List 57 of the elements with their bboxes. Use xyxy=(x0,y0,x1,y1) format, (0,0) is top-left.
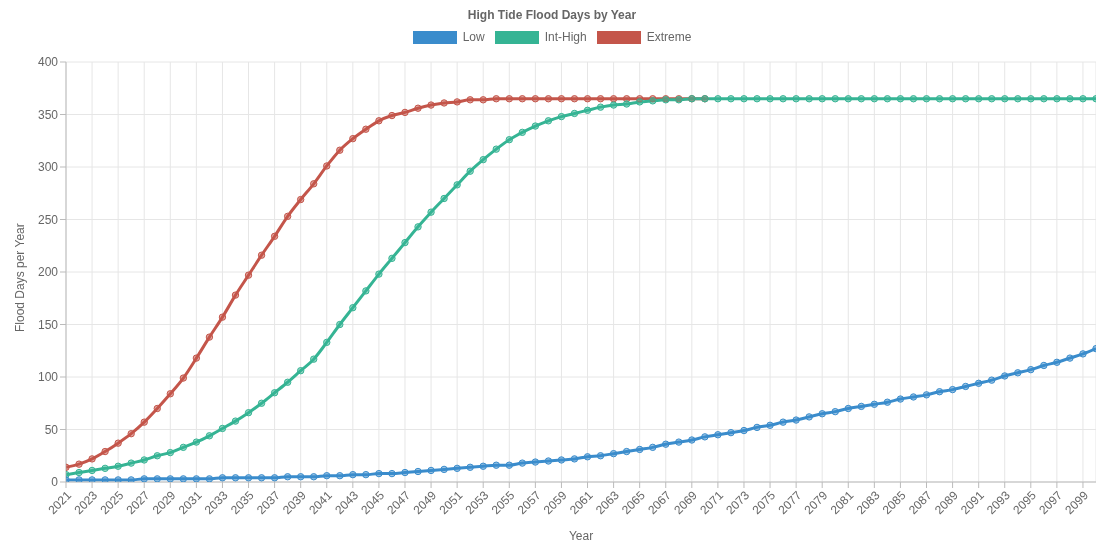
point xyxy=(531,95,540,103)
point xyxy=(257,251,266,259)
point xyxy=(609,95,618,103)
point xyxy=(323,162,331,170)
point xyxy=(101,447,109,456)
point xyxy=(427,101,435,109)
point xyxy=(218,313,227,321)
point xyxy=(283,212,292,221)
y-tick-label: 0 xyxy=(51,475,59,490)
point xyxy=(244,271,253,279)
point xyxy=(401,108,409,117)
y-tick-label: 150 xyxy=(37,317,59,332)
point xyxy=(114,439,122,447)
point xyxy=(375,117,383,125)
y-axis-title: Flood Days per Year xyxy=(13,223,28,332)
point xyxy=(466,96,474,104)
point xyxy=(518,95,527,103)
point xyxy=(440,99,448,107)
point xyxy=(583,95,592,103)
point xyxy=(270,232,279,240)
point xyxy=(596,95,605,103)
point xyxy=(140,418,148,426)
chart-title: High Tide Flood Days by Year xyxy=(466,8,638,24)
point xyxy=(492,95,500,103)
point xyxy=(296,195,305,204)
point xyxy=(453,98,461,106)
legend-label: Int-High xyxy=(543,30,587,44)
point xyxy=(166,390,174,398)
point xyxy=(544,95,553,103)
point xyxy=(336,146,344,154)
point xyxy=(557,95,566,103)
y-tick-label: 250 xyxy=(37,212,59,227)
point xyxy=(362,125,370,133)
point xyxy=(479,96,487,104)
point xyxy=(231,291,240,299)
point xyxy=(153,404,161,413)
point xyxy=(205,333,214,341)
y-tick-label: 400 xyxy=(37,55,59,70)
legend-label: Extreme xyxy=(645,30,692,44)
y-tick-label: 50 xyxy=(44,422,59,437)
y-tick-label: 200 xyxy=(37,265,59,280)
y-tick-label: 350 xyxy=(37,107,59,122)
point xyxy=(414,104,422,112)
point xyxy=(570,95,579,103)
point xyxy=(127,430,135,438)
point xyxy=(388,111,396,120)
point xyxy=(75,460,83,468)
point xyxy=(349,134,357,143)
point xyxy=(192,354,201,362)
y-tick-label: 300 xyxy=(37,160,59,175)
point xyxy=(88,455,96,463)
legend-label: Low xyxy=(461,30,485,44)
y-tick-label: 100 xyxy=(37,370,59,385)
x-axis-title: Year xyxy=(568,529,594,543)
point xyxy=(505,95,513,103)
point xyxy=(310,180,318,188)
point xyxy=(179,374,188,382)
